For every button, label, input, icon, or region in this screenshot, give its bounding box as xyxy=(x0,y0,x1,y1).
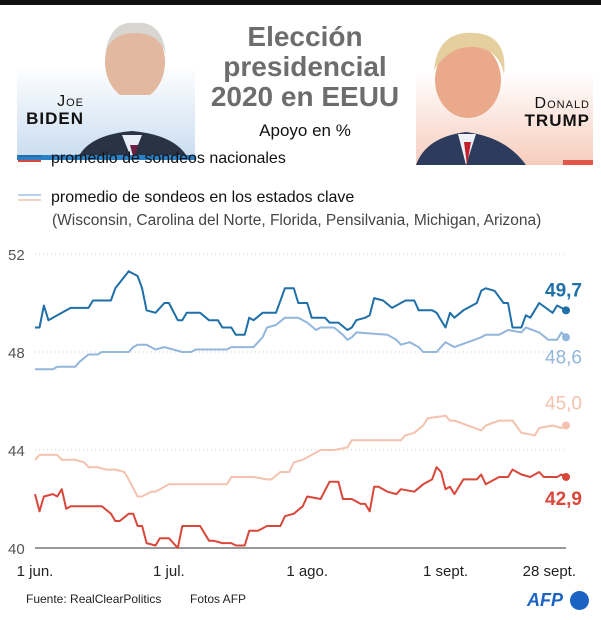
series-line-biden-swing xyxy=(35,316,567,371)
legend-label: promedio de sondeos nacionales xyxy=(51,150,286,167)
photo-credit: Fotos AFP xyxy=(190,592,247,606)
end-label-biden-national: 49,7 xyxy=(545,280,582,301)
legend-swatch-swing xyxy=(18,191,41,204)
x-tick-label: 1 sept. xyxy=(423,563,468,580)
top-bar xyxy=(0,0,601,5)
biden-first-name: Joe xyxy=(57,93,84,110)
series-line-trump-national xyxy=(34,466,567,549)
x-tick-label: 28 sept. xyxy=(523,563,576,580)
swing-states-list: (Wisconsin, Carolina del Norte, Florida,… xyxy=(52,212,542,229)
y-tick-label: 52 xyxy=(8,247,25,264)
series-line-trump-swing xyxy=(34,414,567,498)
biden-color-bar xyxy=(17,155,195,160)
y-tick-label: 44 xyxy=(8,443,25,460)
end-label-trump-national: 42,9 xyxy=(545,489,582,510)
source-note: Fuente: RealClearPolitics xyxy=(26,592,162,606)
legend-national: promedio de sondeos nacionales xyxy=(18,150,286,168)
biden-last-name: Biden xyxy=(26,109,84,128)
end-point-trump-national xyxy=(562,472,570,481)
trump-first-name: Donald xyxy=(534,95,590,112)
afp-logo-dot xyxy=(570,591,589,610)
trump-name: Donald Trump xyxy=(505,95,590,130)
y-tick-label: 48 xyxy=(8,345,25,362)
y-tick-label: 40 xyxy=(8,541,25,558)
trump-portrait xyxy=(416,132,526,165)
end-label-biden-swing: 48,6 xyxy=(545,347,582,368)
biden-head xyxy=(105,22,166,95)
x-tick-label: 1 jul. xyxy=(153,563,185,580)
trump-color-bar xyxy=(563,160,593,165)
x-tick-label: 1 ago. xyxy=(286,563,328,580)
biden-photo-panel xyxy=(17,65,195,160)
trump-head xyxy=(434,32,505,118)
biden-name: Joe Biden xyxy=(20,93,84,128)
end-point-biden-swing xyxy=(562,333,570,342)
chart-subtitle: Apoyo en % xyxy=(259,121,351,140)
end-point-biden-national xyxy=(562,306,570,315)
end-point-trump-swing xyxy=(562,421,570,430)
series-line-biden-national xyxy=(35,270,567,336)
chart-title: Elección presidencial 2020 en EEUU xyxy=(190,22,420,112)
title-line: Elección xyxy=(247,21,363,52)
legend-swatch-national xyxy=(18,152,41,165)
biden-portrait xyxy=(77,131,189,160)
trump-last-name: Trump xyxy=(524,111,590,130)
legend-label: promedio de sondeos en los estados clave xyxy=(51,189,355,206)
title-line: 2020 en EEUU xyxy=(210,81,400,112)
title-line: presidencial xyxy=(223,51,387,82)
end-label-trump-swing: 45,0 xyxy=(545,394,582,415)
x-tick-label: 1 jun. xyxy=(17,563,54,580)
legend-swing: promedio de sondeos en los estados clave xyxy=(18,189,354,207)
afp-logo: AFP xyxy=(527,590,563,610)
line-chart: 40 44 48 52 1 jun. 1 jul. 1 ago. 1 sept. 28 sept… xyxy=(8,247,582,580)
